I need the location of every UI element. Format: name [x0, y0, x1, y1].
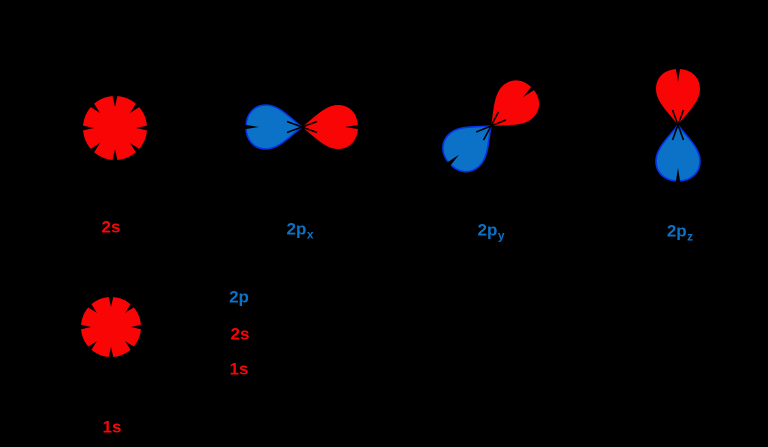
energy-level-2s-label: 2s — [230, 324, 250, 344]
label-1s-orbital: 1s — [102, 417, 122, 437]
label-2py-base: 2p — [477, 220, 498, 240]
label-2pz-orbital: 2pz — [666, 221, 693, 243]
label-2px-orbital: 2px — [286, 219, 313, 241]
orbital-2px-shape — [244, 104, 360, 150]
orbital-2pz-shape — [655, 67, 701, 183]
orbital-2py-shape — [433, 72, 548, 181]
energy-level-1s-label: 1s — [229, 359, 249, 379]
orbital-2s-shape — [81, 94, 149, 162]
orbital-1s-shape — [79, 295, 143, 359]
label-2px-base: 2p — [286, 219, 307, 239]
label-2s-orbital: 2s — [101, 217, 121, 237]
label-2pz-subscript: z — [687, 229, 694, 244]
label-2py-orbital: 2py — [477, 220, 504, 242]
energy-level-2p-label: 2p — [229, 287, 249, 307]
label-2pz-base: 2p — [666, 221, 687, 241]
label-2px-subscript: x — [306, 227, 314, 242]
label-2py-subscript: y — [497, 228, 505, 243]
